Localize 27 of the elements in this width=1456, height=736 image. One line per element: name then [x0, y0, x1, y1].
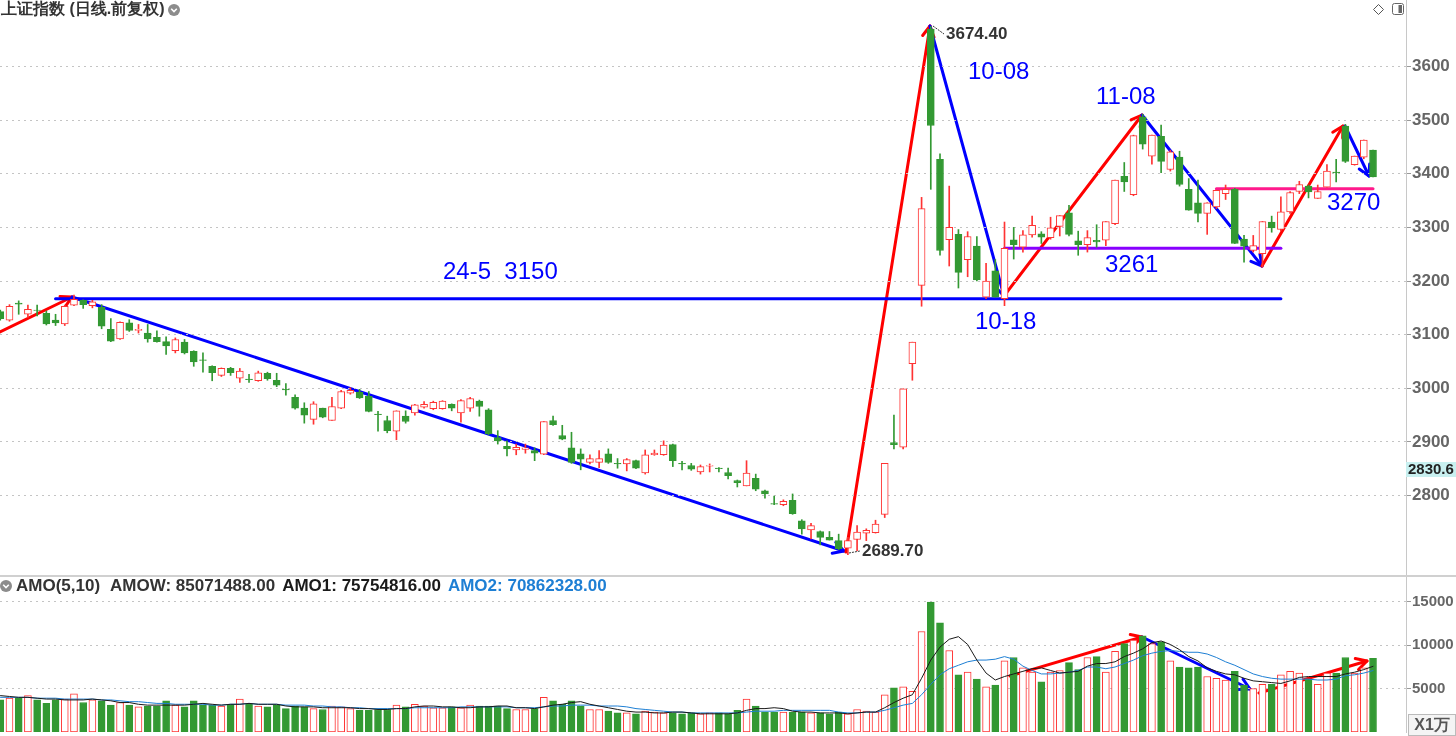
annotation: 3270 [1327, 187, 1381, 215]
annotation: 24-5 3150 [443, 256, 558, 284]
annotation: 10-08 [968, 56, 1030, 84]
y-tick-label: 3600 [1412, 56, 1450, 76]
y-tick-label: 3500 [1412, 109, 1450, 129]
y-tick-label: 3400 [1412, 163, 1450, 183]
y-tick-label: 3300 [1412, 217, 1450, 237]
annotation: 3261 [1105, 249, 1159, 277]
chart-title: AMO(5,10) [16, 575, 101, 596]
y-tick-label: 3000 [1412, 377, 1450, 397]
annotation: 11-08 [1096, 81, 1156, 109]
text: AMO1: 75754816.00 [282, 575, 441, 596]
y-tick-label: 3100 [1412, 324, 1450, 344]
annotation: 10-18 [975, 306, 1037, 334]
y-tick-label: 5000 [1412, 678, 1446, 696]
annotation: AMOW: 85071488.00 [110, 575, 276, 596]
annotation: 2689.70 [862, 540, 924, 560]
y-tick-label: 10000 [1412, 635, 1454, 653]
text: 2830.6 [1408, 460, 1454, 478]
y-tick-label: 15000 [1412, 592, 1454, 610]
y-tick-label: 2800 [1412, 485, 1450, 505]
y-tick-label: 2900 [1412, 431, 1450, 451]
y-tick-label: 3200 [1412, 270, 1450, 290]
annotation: 3674.40 [946, 23, 1008, 43]
y-axis-title: X1万 [1408, 714, 1456, 736]
text: AMO2: 70862328.00 [447, 575, 607, 596]
chart-title: 上证指数 (日线.前复权) [1, 0, 165, 19]
